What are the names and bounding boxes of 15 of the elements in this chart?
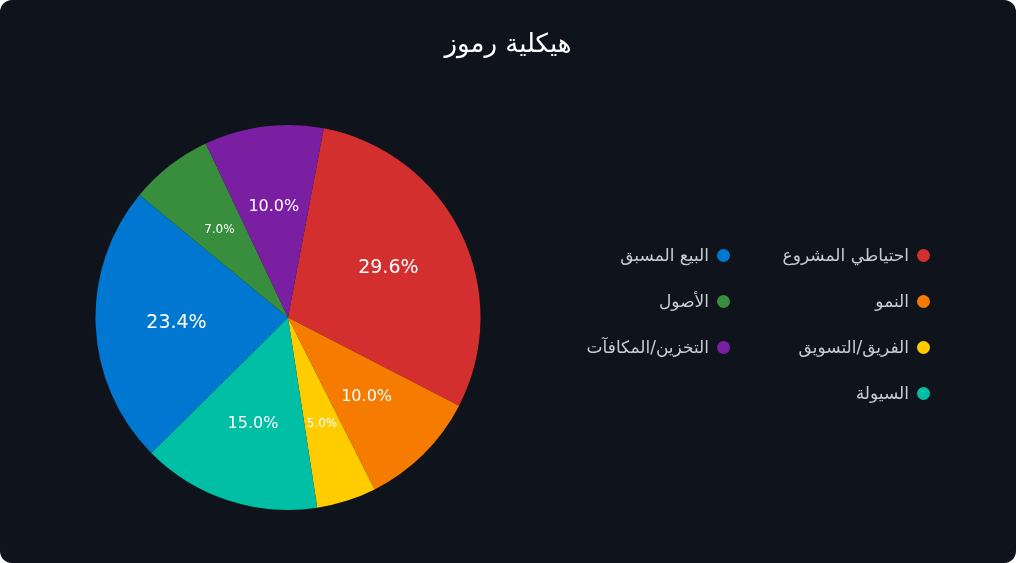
data-label: 15.0% bbox=[227, 412, 279, 432]
legend-label: الأصول bbox=[659, 291, 709, 311]
legend-label: الفريق/التسويق bbox=[798, 337, 909, 357]
legend-label: التخزين/المكافآت bbox=[586, 337, 709, 357]
data-label: 29.6% bbox=[358, 255, 419, 278]
legend-label: البيع المسبق bbox=[620, 245, 709, 265]
legend-label: السيولة bbox=[855, 383, 909, 403]
data-label: 7.0% bbox=[204, 221, 235, 236]
data-label: 23.4% bbox=[146, 309, 207, 332]
legend-label: النمو bbox=[875, 291, 909, 311]
data-label: 5.0% bbox=[306, 415, 338, 430]
data-label: 10.0% bbox=[341, 385, 392, 405]
legend-label: احتياطي المشروع bbox=[782, 245, 909, 265]
chart-title: هيكلية رموز bbox=[442, 28, 573, 58]
data-label: 10.0% bbox=[248, 195, 300, 215]
